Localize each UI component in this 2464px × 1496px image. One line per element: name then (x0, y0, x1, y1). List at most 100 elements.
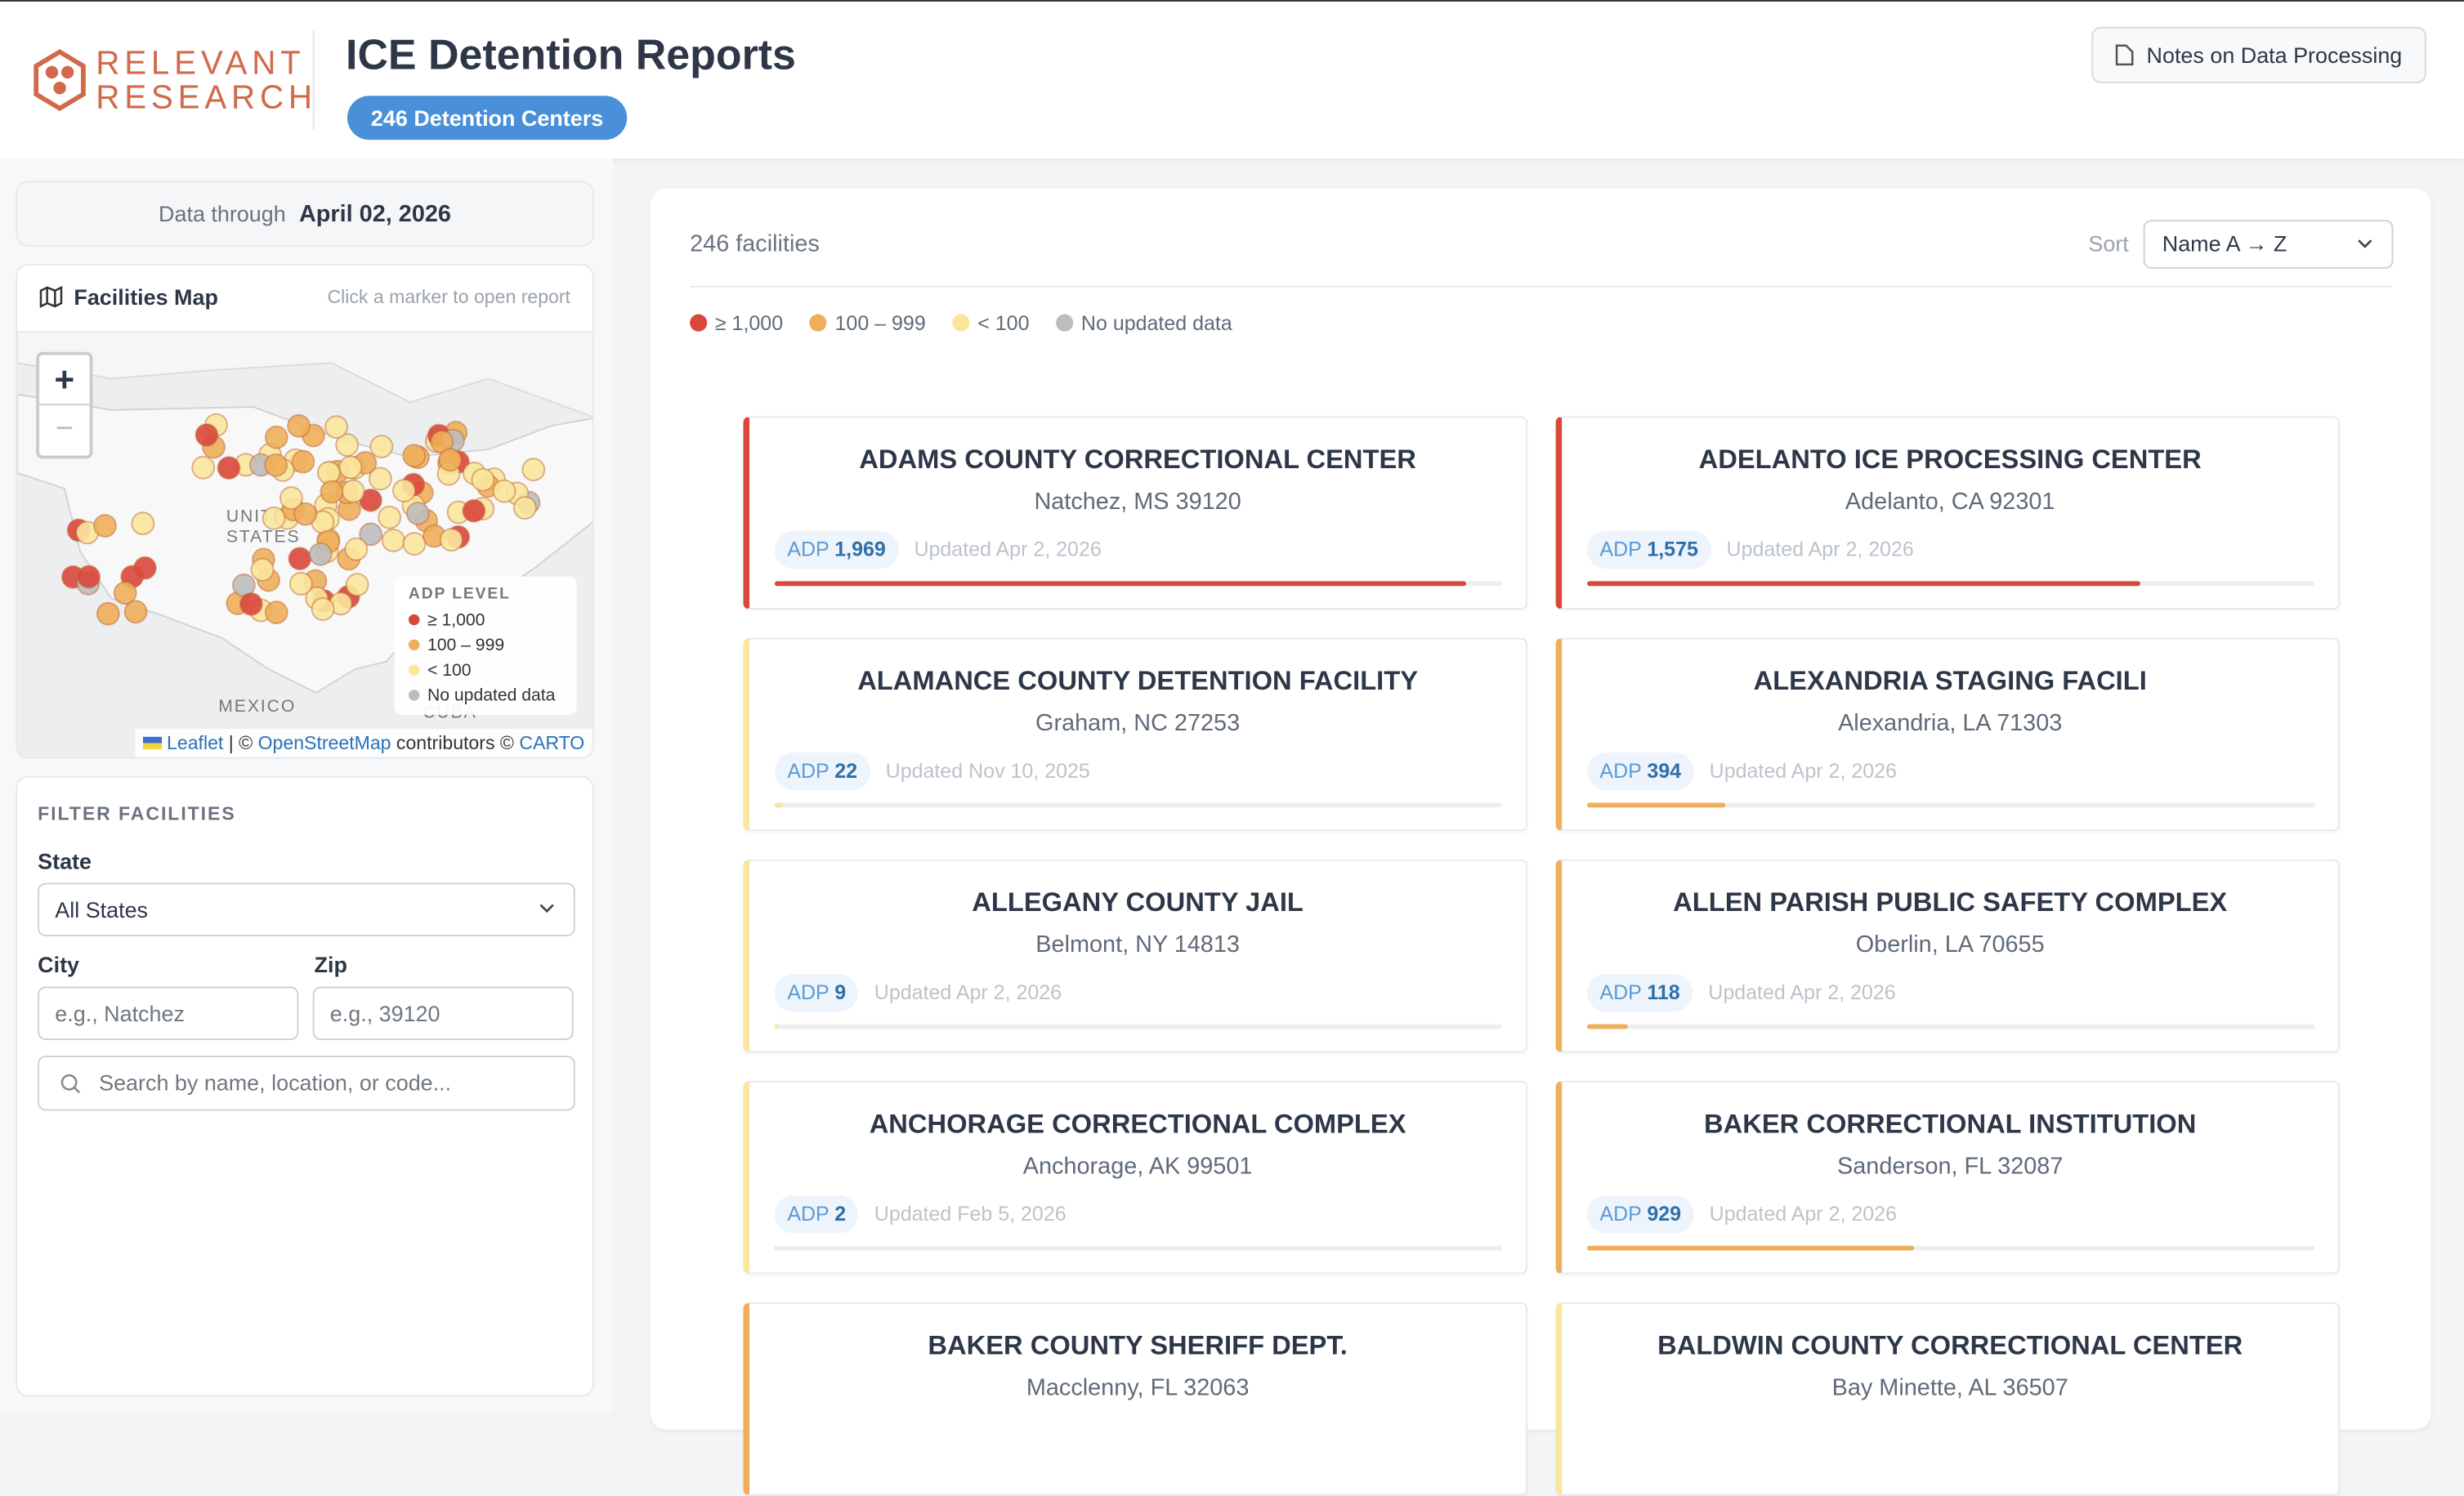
facility-card[interactable]: ALLEGANY COUNTY JAIL Belmont, NY 14813 ADP… (743, 859, 1527, 1053)
map-marker[interactable] (279, 486, 303, 510)
map-marker[interactable] (288, 547, 312, 571)
legend-item: No updated data (1056, 311, 1232, 335)
facility-card[interactable]: ALEXANDRIA STAGING FACILI Alexandria, LA … (1555, 637, 2341, 832)
map-marker[interactable] (344, 537, 369, 561)
map-label: MEXICO (218, 697, 296, 716)
map-marker[interactable] (77, 565, 101, 589)
map-marker[interactable] (96, 601, 120, 626)
map-marker[interactable] (131, 511, 155, 536)
map-marker[interactable] (521, 458, 546, 482)
legend-label: 100 – 999 (834, 310, 926, 335)
map-marker[interactable] (402, 532, 427, 556)
map-marker[interactable] (262, 506, 286, 530)
facility-card[interactable]: BAKER CORRECTIONAL INSTITUTION Sanderson,… (1555, 1080, 2341, 1275)
map-marker[interactable] (391, 479, 416, 502)
map-marker[interactable] (191, 455, 216, 480)
adp-pill: ADP 118 (1587, 974, 1693, 1012)
map-marker[interactable] (264, 601, 288, 625)
adp-value: 118 (1647, 980, 1680, 1004)
map-marker[interactable] (324, 415, 348, 440)
updated-date: Updated Feb 5, 2026 (874, 1201, 1067, 1226)
state-select[interactable]: All States (38, 882, 575, 936)
map-marker[interactable] (123, 600, 148, 624)
logo-bottom: RESEARCH (96, 80, 317, 117)
facility-card[interactable]: BALDWIN COUNTY CORRECTIONAL CENTER Bay Mi… (1555, 1302, 2341, 1496)
updated-date: Updated Apr 2, 2026 (1726, 537, 1914, 561)
map-marker[interactable] (369, 435, 394, 458)
zoom-in[interactable]: + (39, 355, 90, 406)
map-legend-item: No updated data (408, 686, 556, 706)
search-input[interactable]: Search by name, location, or code... (38, 1056, 575, 1111)
facility-card[interactable]: BAKER COUNTY SHERIFF DEPT. Macclenny, FL … (743, 1302, 1527, 1496)
map-marker[interactable] (359, 522, 383, 547)
map-marker[interactable] (291, 449, 315, 474)
chevron (539, 904, 554, 913)
zip-input[interactable]: e.g., 39120 (312, 986, 574, 1040)
zoom-out[interactable]: − (55, 411, 74, 447)
map-marker[interactable] (381, 528, 405, 552)
map-marker[interactable] (338, 455, 363, 480)
map-marker[interactable] (293, 502, 318, 526)
adp-value: 929 (1647, 1201, 1682, 1226)
map-marker[interactable] (341, 479, 365, 503)
map[interactable]: UNITEDSTATESMEXICOCUBA (17, 331, 594, 759)
map-legend-swatch (408, 639, 420, 651)
map-marker[interactable] (308, 542, 333, 566)
map-marker[interactable] (405, 502, 430, 525)
map-icon (39, 285, 63, 308)
map-marker[interactable] (471, 467, 495, 492)
facility-card[interactable]: ADELANTO ICE PROCESSING CENTER Adelanto, … (1555, 416, 2341, 610)
map-marker[interactable] (133, 556, 157, 580)
carto-link[interactable]: CARTO (519, 732, 585, 754)
map-legend-title: ADP LEVEL (408, 586, 511, 604)
map-marker[interactable] (492, 479, 517, 503)
facility-card[interactable]: ALLEN PARISH PUBLIC SAFETY COMPLEX Oberli… (1555, 859, 2341, 1053)
map-marker[interactable] (345, 573, 369, 597)
map-marker[interactable] (311, 597, 335, 621)
facility-card[interactable]: ADAMS COUNTY CORRECTIONAL CENTER Natchez,… (743, 416, 1527, 610)
map-marker[interactable] (402, 444, 427, 468)
map-marker[interactable] (217, 456, 241, 480)
map-marker[interactable] (320, 480, 344, 504)
adp-label: ADP (1599, 980, 1642, 1004)
facility-name: ALLEGANY COUNTY JAIL (972, 887, 1304, 918)
map-marker[interactable] (287, 413, 311, 438)
facility-card[interactable]: ALAMANCE COUNTY DETENTION FACILITY Graham… (743, 637, 1527, 832)
divider (312, 29, 315, 131)
search-icon (60, 1074, 80, 1094)
facility-name: ADELANTO ICE PROCESSING CENTER (1698, 444, 2202, 475)
map-marker[interactable] (93, 514, 117, 538)
map-marker[interactable] (113, 581, 137, 605)
adp-value: 1,969 (834, 537, 886, 561)
adp-pill: ADP 1,575 (1587, 530, 1711, 569)
map-marker[interactable] (264, 425, 288, 449)
sort-label: Sort (2088, 230, 2129, 257)
map-marker[interactable] (239, 592, 263, 616)
adp-label: ADP (1599, 537, 1642, 561)
sort-select[interactable]: Name A → Z (2143, 220, 2394, 269)
map-marker[interactable] (335, 433, 360, 457)
city-input[interactable]: e.g., Natchez (38, 986, 299, 1040)
adp-value: 2 (834, 1201, 847, 1226)
osm-link[interactable]: OpenStreetMap (257, 732, 391, 754)
notes-button[interactable]: Notes on Data Processing (2091, 26, 2426, 83)
map-marker[interactable] (369, 467, 392, 491)
adp-pill: ADP 1,969 (774, 530, 899, 569)
map-legend-item: 100 – 999 (408, 636, 504, 655)
map-marker[interactable] (264, 453, 288, 477)
leaflet-link[interactable]: Leaflet (167, 732, 224, 754)
adp-track (1587, 1245, 2315, 1251)
facility-card[interactable]: ANCHORAGE CORRECTIONAL COMPLEX Anchorage,… (743, 1080, 1527, 1275)
map-marker[interactable] (195, 422, 219, 447)
map-marker[interactable] (462, 498, 486, 523)
adp-bar (774, 802, 783, 808)
map-marker[interactable] (512, 496, 537, 520)
map-legend-label: No updated data (427, 686, 556, 706)
map-marker[interactable] (378, 505, 402, 529)
map-marker[interactable] (288, 572, 313, 596)
doc-icon (2115, 44, 2134, 66)
map-marker[interactable] (250, 557, 275, 582)
map-marker[interactable] (439, 528, 463, 552)
map-marker[interactable] (438, 448, 463, 472)
